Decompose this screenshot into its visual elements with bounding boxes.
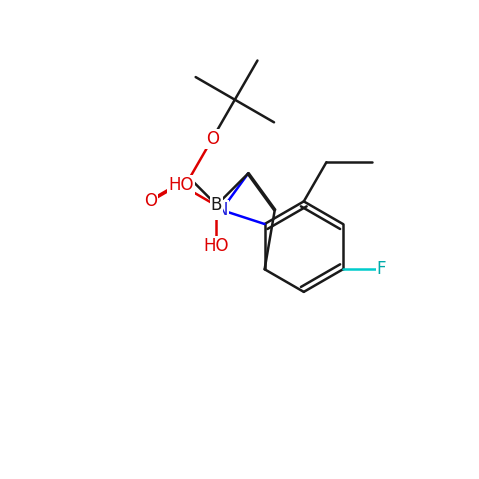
Text: B: B xyxy=(210,196,222,215)
Text: O: O xyxy=(205,130,219,148)
Text: O: O xyxy=(144,192,157,210)
Text: N: N xyxy=(216,201,228,219)
Text: HO: HO xyxy=(204,237,229,255)
Text: F: F xyxy=(376,260,386,278)
Text: HO: HO xyxy=(168,176,194,194)
